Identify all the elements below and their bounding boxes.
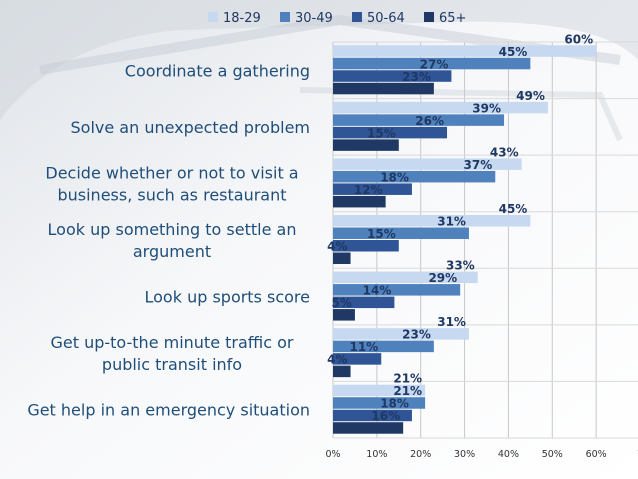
value-label: 12% (354, 183, 383, 197)
bars (333, 45, 597, 434)
x-tick-label: 7 (637, 449, 638, 460)
value-label: 14% (363, 284, 392, 298)
legend-label: 65+ (439, 11, 466, 26)
category-label: Get help in an emergency situation (27, 401, 310, 420)
value-label: 45% (499, 45, 528, 59)
bar-65+-2 (333, 195, 386, 208)
legend-label: 30-49 (295, 11, 333, 26)
legend-swatch-18-29 (208, 12, 218, 22)
bar-50-64-0 (333, 70, 452, 82)
bar-65+-4 (333, 309, 355, 321)
value-label: 26% (415, 114, 444, 128)
bar-18-29-1 (333, 101, 548, 114)
bar-30-49-0 (333, 57, 531, 70)
value-label: 5% (332, 296, 352, 310)
category-label: Coordinate a gathering (125, 61, 310, 80)
value-label: 16% (371, 409, 400, 423)
value-label: 45% (499, 202, 528, 216)
value-label: 4% (327, 353, 347, 367)
bar-50-64-4 (333, 296, 395, 309)
value-label: 23% (402, 328, 431, 342)
x-tick-label: 40% (498, 449, 519, 460)
x-tick-label: 30% (454, 449, 475, 460)
bar-18-29-6 (333, 384, 426, 397)
x-tick-label: 60% (586, 449, 607, 460)
value-label: 21% (393, 372, 422, 386)
bar-30-49-4 (333, 284, 461, 296)
bar-18-29-2 (333, 158, 522, 170)
value-labels: 60%45%27%23%49%39%26%15%43%37%18%12%45%3… (327, 32, 593, 423)
bar-65+-1 (333, 139, 399, 151)
legend-swatch-50-64 (352, 12, 362, 22)
x-tick-label: 0% (325, 449, 340, 460)
value-label: 15% (367, 227, 396, 241)
bar-30-49-6 (333, 397, 426, 409)
value-label: 37% (464, 158, 493, 172)
legend-swatch-30-49 (280, 12, 290, 22)
category-label: Look up sports score (145, 288, 311, 307)
x-tick-label: 50% (542, 449, 563, 460)
legend-label: 50-64 (367, 11, 405, 26)
bar-50-64-5 (333, 353, 382, 365)
bar-65+-0 (333, 82, 434, 95)
value-label: 15% (367, 126, 396, 140)
category-label: Solve an unexpected problem (71, 118, 311, 137)
value-label: 49% (516, 89, 545, 103)
bar-50-64-3 (333, 240, 399, 252)
bar-65+-5 (333, 365, 351, 378)
value-label: 29% (428, 271, 457, 285)
value-label: 11% (350, 340, 379, 354)
bar-50-64-1 (333, 126, 448, 139)
bar-30-49-5 (333, 340, 434, 353)
legend-label: 18-29 (223, 11, 261, 26)
value-label: 23% (402, 70, 431, 84)
value-label: 4% (327, 240, 347, 254)
category-labels: Coordinate a gathering Solve an unexpecte… (27, 61, 310, 419)
value-label: 18% (380, 170, 409, 184)
value-label: 43% (490, 145, 519, 159)
value-label: 18% (380, 397, 409, 411)
category-label: Decide whether or not to visit a business… (45, 163, 298, 204)
value-label: 39% (472, 101, 501, 115)
value-label: 31% (437, 315, 466, 329)
value-label: 27% (420, 57, 449, 71)
x-tick-label: 20% (410, 449, 431, 460)
legend-swatch-65+ (424, 12, 434, 22)
x-axis-ticks: 0% 10% 20% 30% 40% 50% 60% 7 (325, 449, 638, 460)
bar-65+-3 (333, 252, 351, 264)
bar-30-49-3 (333, 227, 469, 239)
category-label: Get up-to-the minute traffic or public tr… (50, 333, 293, 374)
bar-18-29-4 (333, 271, 478, 284)
bar-18-29-5 (333, 328, 469, 340)
bar-30-49-1 (333, 114, 505, 126)
bar-18-29-3 (333, 215, 531, 227)
category-label: Look up something to settle an argument (48, 220, 297, 261)
bar-18-29-0 (333, 45, 597, 57)
value-label: 31% (437, 215, 466, 229)
legend: 18-29 30-49 50-64 65+ (208, 11, 466, 26)
value-label: 21% (393, 384, 422, 398)
value-label: 33% (446, 259, 475, 273)
bar-50-64-6 (333, 409, 412, 422)
x-tick-label: 10% (366, 449, 387, 460)
bar-65+-6 (333, 422, 404, 434)
bar-50-64-2 (333, 183, 412, 195)
value-label: 60% (564, 32, 593, 46)
bar-30-49-2 (333, 170, 496, 183)
